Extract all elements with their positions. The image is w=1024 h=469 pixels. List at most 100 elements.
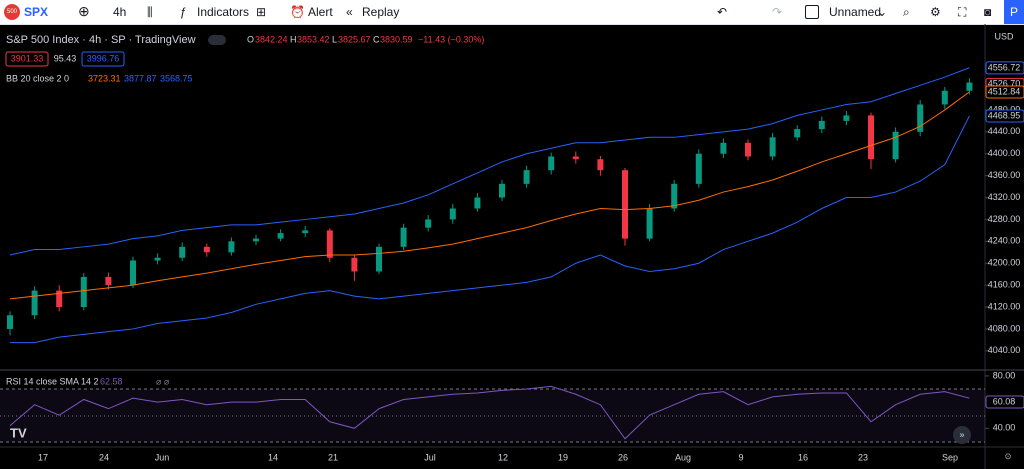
candle-body — [966, 82, 973, 91]
axis-settings[interactable]: ⚙ — [1004, 451, 1012, 461]
y-tick-label: 4080.00 — [988, 323, 1021, 333]
bid-box[interactable] — [5, 51, 49, 67]
candle-body — [597, 159, 604, 171]
price-label-box — [985, 109, 1024, 123]
candle-body — [277, 233, 284, 239]
scroll-icon[interactable]: » — [959, 429, 964, 439]
publish[interactable]: P — [1004, 0, 1024, 24]
snapshot[interactable]: ◙ — [984, 5, 992, 19]
candle-body — [622, 170, 628, 239]
candle-body — [892, 131, 899, 160]
chart: USD S&P 500 Index · 4h · SP · TradingVie… — [0, 24, 1024, 469]
indicators[interactable]: Indicators — [197, 5, 250, 19]
candle-body — [203, 246, 210, 253]
search[interactable]: ⌕ — [903, 5, 910, 19]
bb-upper: 3877.87 — [124, 73, 157, 83]
y-tick-label: 4240.00 — [988, 236, 1021, 246]
candle-body — [671, 183, 678, 209]
settings[interactable]: ⚙ — [930, 5, 941, 19]
time-label: 21 — [328, 452, 338, 462]
legend-o-label: O — [247, 34, 254, 44]
undo[interactable]: ↶ — [717, 5, 728, 19]
time-label: 14 — [268, 452, 278, 462]
candle-body — [179, 246, 186, 258]
layout-icon[interactable] — [805, 5, 819, 19]
candle-body — [253, 238, 259, 242]
legend-change: −11.43 (−0.30%) — [418, 34, 484, 44]
candle-body — [105, 276, 112, 286]
currency: USD — [994, 31, 1014, 41]
ask: 3996.76 — [87, 53, 120, 63]
time-label: 17 — [38, 452, 48, 462]
y-tick-label: 4200.00 — [988, 258, 1021, 268]
rsi-name: RSI 14 close SMA 14 2 — [6, 376, 99, 386]
rsi-line — [9, 385, 970, 440]
candle-body — [769, 137, 776, 157]
rsi-hidden-icons[interactable]: ⌀ ⌀ — [156, 376, 170, 386]
price-label-box — [985, 85, 1024, 99]
candle-body — [474, 197, 481, 209]
candle-body — [720, 142, 727, 154]
candle-body — [523, 170, 530, 184]
candle-body — [7, 315, 13, 329]
alert[interactable]: Alert — [308, 5, 333, 19]
price-label: 60.08 — [993, 396, 1016, 406]
candle-body — [449, 208, 456, 220]
legend-o: 3842.24 — [255, 34, 288, 44]
symbol[interactable]: SPX — [24, 5, 49, 19]
bb-name: BB 20 close 2 0 — [6, 73, 69, 83]
interval[interactable]: 4h — [113, 5, 127, 19]
candle-body — [425, 219, 432, 228]
layout-name[interactable]: Unnamed — [829, 5, 882, 19]
redo[interactable]: ↷ — [772, 5, 783, 19]
visibility-toggle[interactable] — [208, 35, 226, 45]
alert-icon[interactable]: ⏰ — [290, 5, 305, 19]
candle-body — [572, 156, 579, 160]
candle-body — [499, 183, 505, 198]
y-tick-label: 80.00 — [993, 370, 1016, 380]
y-tick-label: 4360.00 — [988, 170, 1021, 180]
time-label: Jul — [424, 452, 436, 462]
bollinger-band — [10, 115, 970, 344]
candle-body — [302, 230, 309, 234]
scroll-button[interactable] — [953, 426, 971, 444]
y-tick-label: 4320.00 — [988, 192, 1021, 202]
candle-body — [80, 276, 87, 308]
price-label: 4556.72 — [988, 62, 1021, 72]
candle-body — [31, 290, 38, 316]
candle-body — [56, 290, 63, 308]
bb-basis: 3723.31 — [88, 73, 121, 83]
time-label: 26 — [618, 452, 628, 462]
candle-body — [548, 156, 555, 171]
ask-box[interactable] — [81, 51, 125, 67]
price-label-box — [985, 61, 1024, 75]
replay-icon[interactable]: « — [346, 5, 353, 19]
tv-logo: TV — [10, 425, 27, 440]
add-symbol[interactable]: ⊕ — [78, 3, 90, 19]
fullscreen[interactable]: ⛶ — [958, 5, 967, 19]
candle-body — [868, 115, 874, 160]
price-label: 4468.95 — [988, 110, 1021, 120]
layout-menu[interactable]: ⌄ — [877, 5, 888, 19]
legend-title: S&P 500 Index · 4h · SP · TradingView — [6, 34, 196, 46]
candle-body — [376, 246, 382, 272]
indicators-icon[interactable]: ƒ — [180, 5, 187, 19]
toolbar: 500 SPX ⊕ 4h ⫼ ƒ Indicators ⊞ ⏰ Alert « … — [0, 0, 1024, 25]
candle-body — [941, 90, 948, 105]
candle-body — [228, 241, 235, 253]
bid: 3901.33 — [11, 53, 44, 63]
templates[interactable]: ⊞ — [256, 5, 267, 19]
time-label: 19 — [558, 452, 568, 462]
time-label: 12 — [498, 452, 508, 462]
time-label: Sep — [942, 452, 958, 462]
candle-body — [646, 208, 653, 239]
time-label: Aug — [675, 452, 691, 462]
chart-type[interactable]: ⫼ — [147, 5, 153, 19]
spread: 95.43 — [54, 53, 77, 63]
bollinger-band — [9, 91, 970, 300]
candle-body — [917, 104, 924, 132]
y-tick-label: 40.00 — [993, 423, 1016, 433]
replay[interactable]: Replay — [362, 5, 400, 19]
legend-l-label: L — [332, 34, 337, 44]
